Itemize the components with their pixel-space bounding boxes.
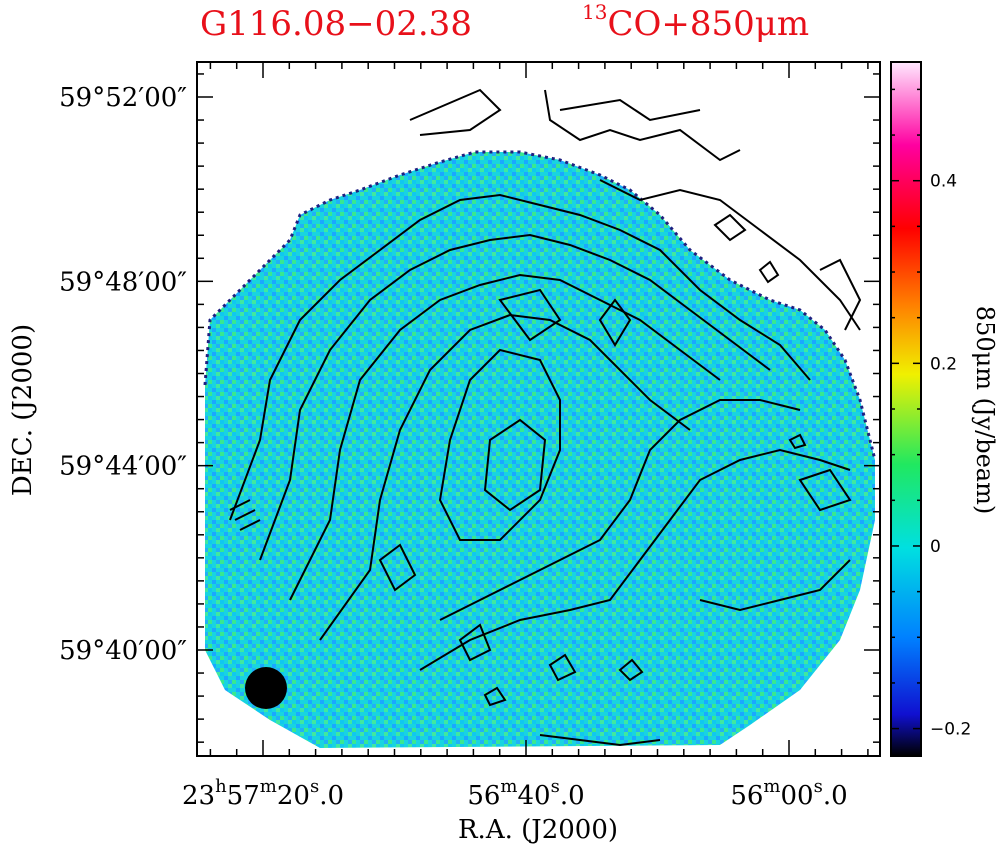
x-tick-label: 56m40s.0 [467,776,584,811]
colorbar-tick-label: 0 [930,537,941,557]
axis-ticks [197,62,880,756]
y-tick-labels: 59°52′00″ 59°48′00″ 59°44′00″ 59°40′00″ [59,83,187,666]
x-axis-label: R.A. (J2000) [458,815,618,845]
colorbar-ticks: 0.4 0.2 0 −0.2 [891,88,971,740]
colorbar-tick-label: 0.2 [930,354,957,374]
x-tick-label: 23h57m20s.0 [182,776,344,811]
x-tick-labels: 23h57m20s.0 56m40s.0 56m00s.0 [182,776,848,811]
y-tick-label: 59°52′00″ [59,83,187,113]
y-axis-label: DEC. (J2000) [8,324,38,496]
isotope-superscript: 13 [582,0,608,24]
y-tick-label: 59°44′00″ [59,452,187,482]
map-frame-border [196,61,881,757]
x-tick-label: 56m00s.0 [730,776,847,811]
chart-title-source: G116.08−02.38 [200,4,472,44]
colorbar-label: 850μm (Jy/beam) [971,306,999,514]
y-tick-label: 59°40′00″ [59,636,187,666]
colorbar [891,62,921,756]
colorbar-tick-label: 0.4 [930,172,957,192]
chart-title-tracers: 13CO+850μm [582,0,810,44]
colorbar-tick-label: −0.2 [930,720,971,740]
co-contours [229,88,862,747]
y-tick-label: 59°48′00″ [59,267,187,297]
tracer-text: CO+850μm [607,4,810,44]
beam-marker [245,667,287,709]
map-edge-noise [203,150,877,461]
